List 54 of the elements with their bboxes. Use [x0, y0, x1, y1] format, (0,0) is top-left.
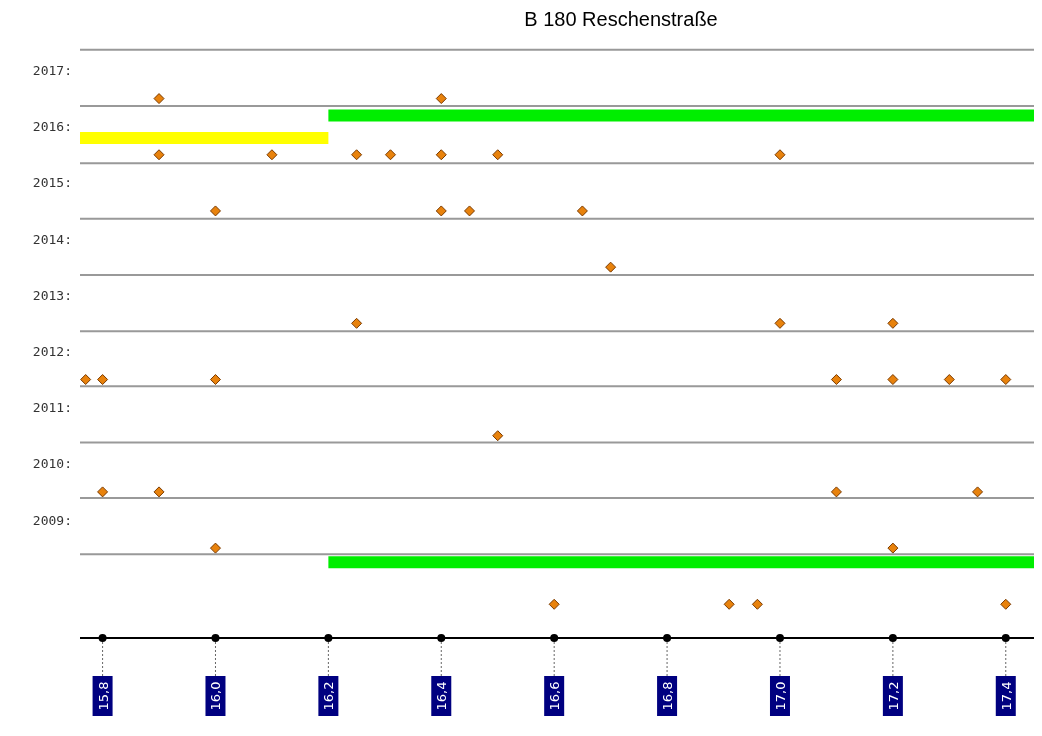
point [548, 598, 560, 610]
point [972, 486, 984, 498]
y-tick-label: 2009: [32, 512, 72, 528]
point [492, 149, 504, 161]
y-tick-label: 2015: [32, 175, 72, 191]
y-tick-label: 2011: [32, 400, 72, 416]
point [1000, 598, 1012, 610]
point [153, 149, 165, 161]
x-tick-label: 16,2 [321, 681, 337, 711]
point [1000, 374, 1012, 386]
point [153, 93, 165, 105]
point [943, 374, 955, 386]
point [576, 205, 588, 217]
point [887, 542, 899, 554]
point [887, 317, 899, 329]
y-tick-label: 2012: [32, 344, 72, 360]
x-tick-label: 16,0 [208, 681, 224, 711]
point [830, 486, 842, 498]
y-tick-label: 2010: [32, 456, 72, 472]
point [492, 430, 504, 442]
point [723, 598, 735, 610]
point [774, 317, 786, 329]
point [435, 93, 447, 105]
x-tick-label: 17,2 [885, 681, 901, 711]
x-tick-label: 17,0 [772, 681, 788, 711]
y-tick-label: 2013: [32, 287, 72, 303]
point [80, 374, 92, 386]
point [774, 149, 786, 161]
point [751, 598, 763, 610]
point [887, 374, 899, 386]
point [153, 486, 165, 498]
y-tick-label: 2016: [32, 119, 72, 135]
point [464, 205, 475, 217]
point [605, 261, 617, 273]
x-tick-label: 16,6 [547, 681, 563, 711]
point [209, 205, 221, 217]
point [830, 374, 842, 386]
y-tick-label: 2017: [32, 63, 72, 79]
point [209, 374, 221, 386]
x-tick-label: 17,4 [998, 681, 1014, 711]
point [97, 486, 109, 498]
x-tick-label: 16,8 [660, 681, 676, 711]
point [209, 542, 221, 554]
point [266, 149, 278, 161]
point [435, 149, 447, 161]
point [351, 317, 363, 329]
point [97, 374, 109, 386]
point [435, 205, 447, 217]
point [384, 149, 396, 161]
y-tick-label: 2014: [32, 231, 72, 247]
point [351, 149, 363, 161]
x-tick-label: 15,8 [95, 681, 111, 711]
chart-title: B 180 Reschenstraße [523, 8, 719, 32]
x-tick-label: 16,4 [434, 681, 450, 711]
